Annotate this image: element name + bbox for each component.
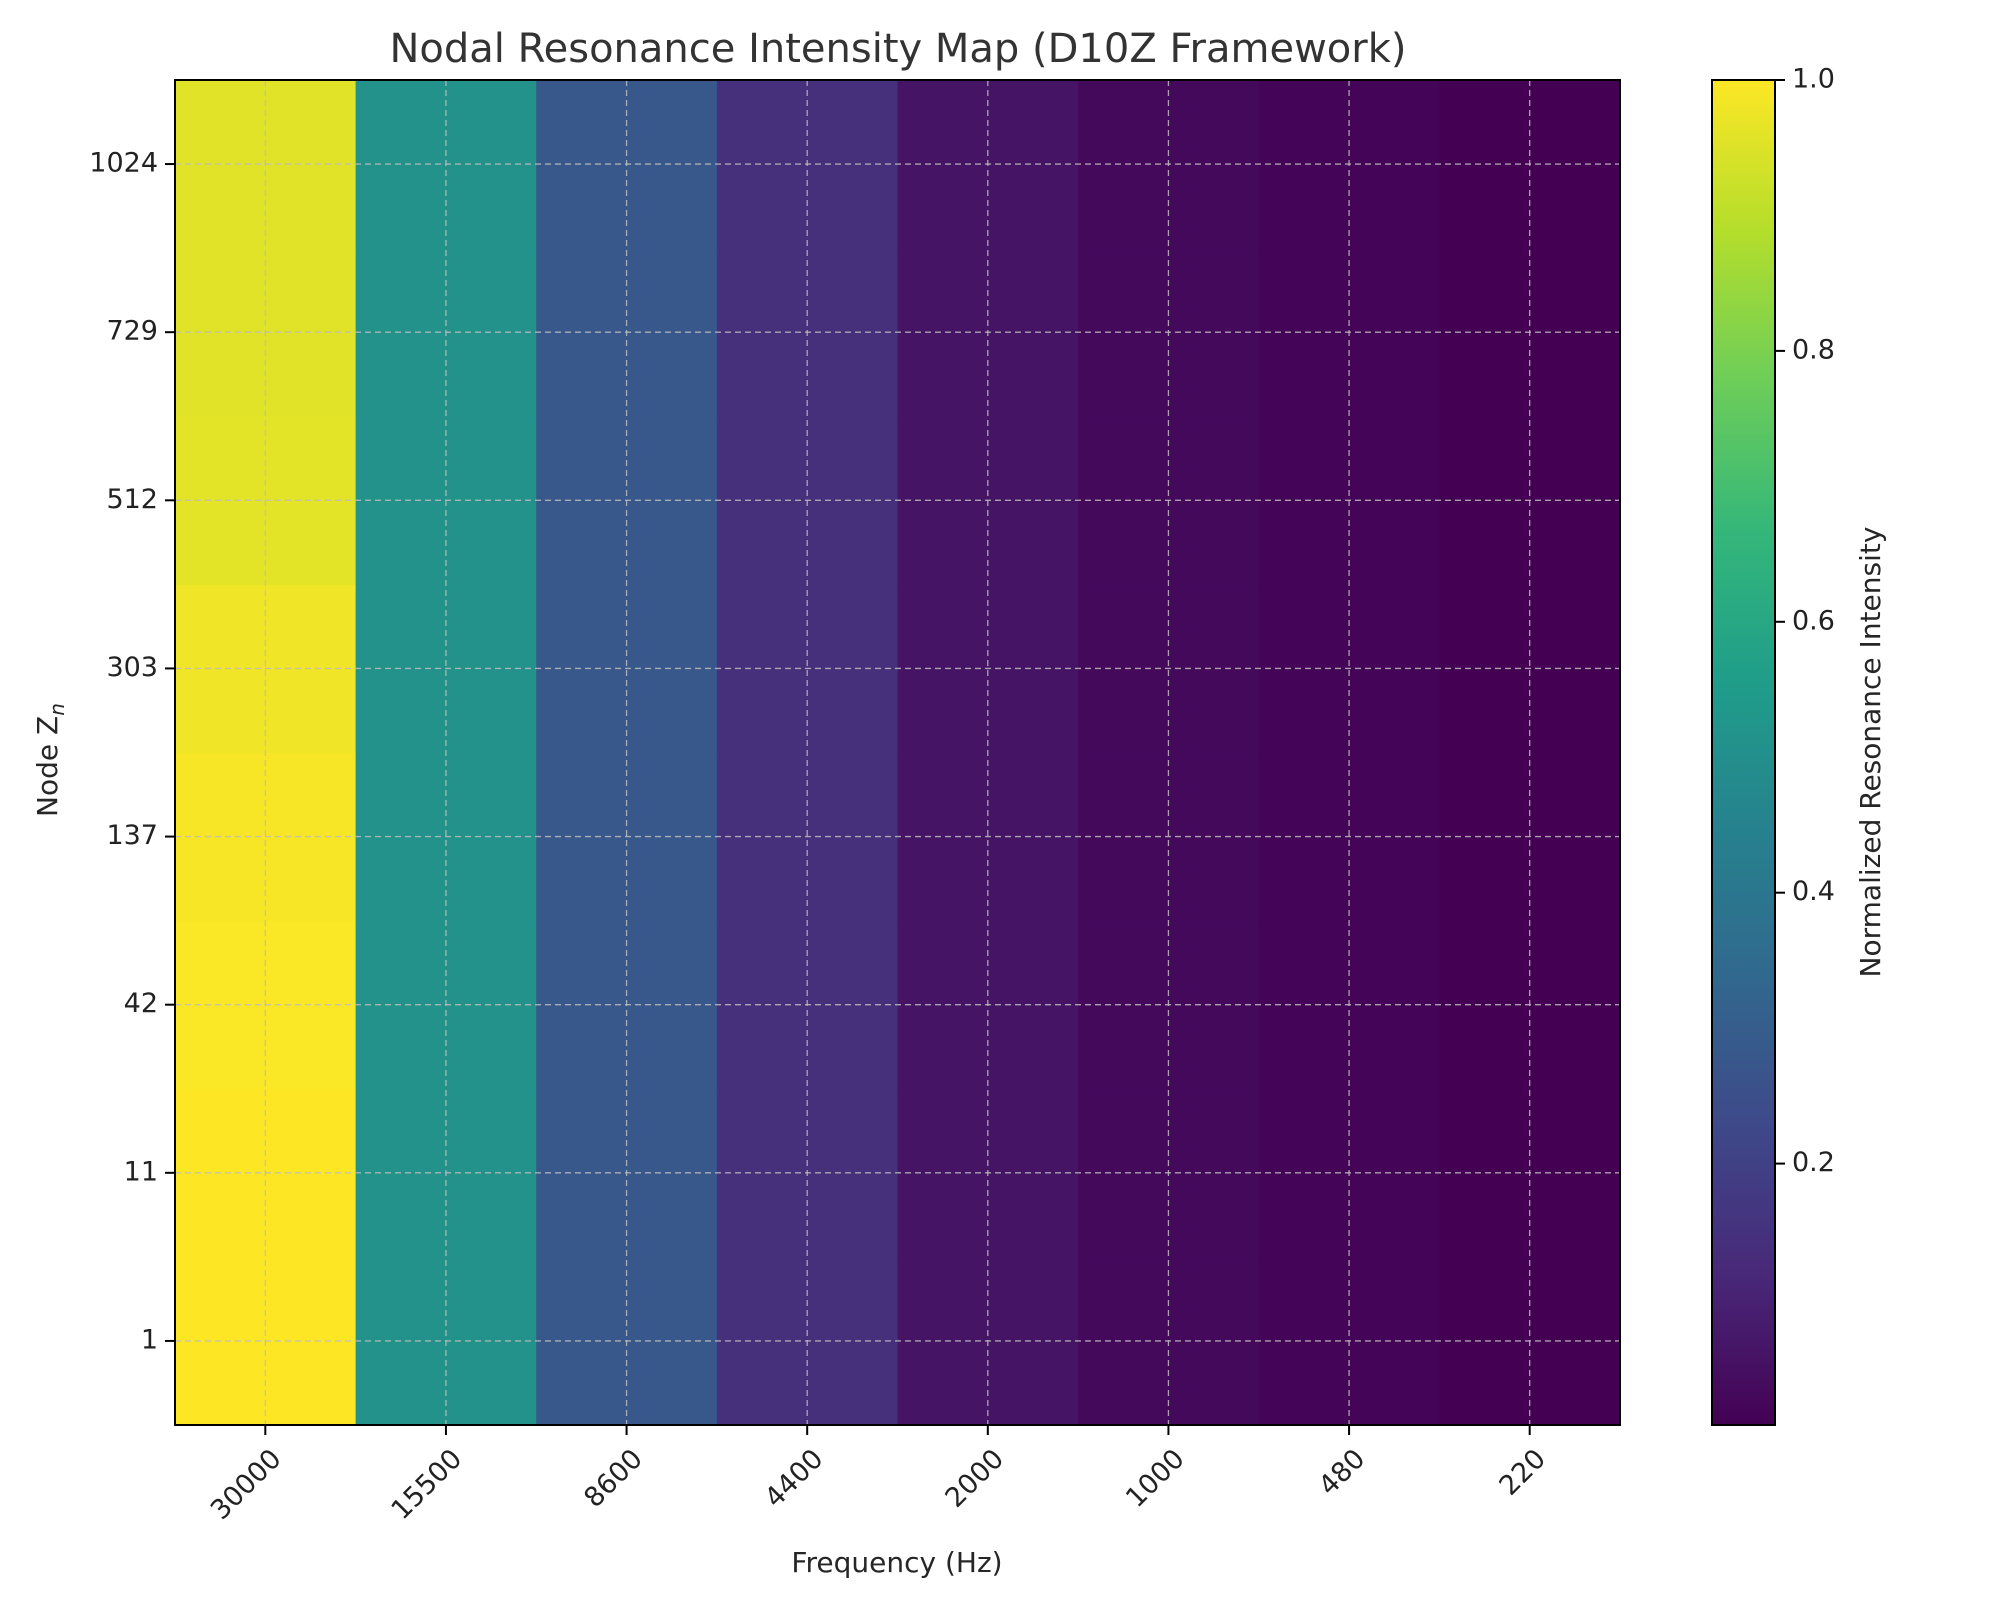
- y-axis-label: Node Zn: [31, 703, 69, 817]
- colorbar-tick-label: 0.2: [1792, 1147, 1835, 1178]
- x-tick-label: 15500: [386, 1443, 469, 1526]
- colorbar-tick-label: 0.6: [1792, 605, 1835, 636]
- y-tick-label: 11: [124, 1156, 158, 1187]
- x-axis-ticks: 30000 15500 8600 4400 2000 1000 480 220: [205, 1425, 1552, 1526]
- plot-frame: [174, 79, 1621, 1426]
- colorbar: [1711, 79, 1776, 1426]
- colorbar-ticks: 0.2 0.4 0.6 0.8 1.0: [1775, 64, 1835, 1178]
- grid-lines: [175, 80, 1620, 1425]
- y-tick-label: 137: [106, 820, 158, 851]
- y-tick-label: 303: [106, 652, 158, 683]
- y-axis-label-subscript: n: [45, 703, 69, 716]
- colorbar-label: Normalized Resonance Intensity: [1854, 527, 1887, 978]
- y-tick-label: 729: [106, 316, 158, 347]
- y-tick-label: 512: [106, 484, 158, 515]
- x-tick-label: 1000: [1120, 1443, 1191, 1514]
- x-axis-label: Frequency (Hz): [791, 1546, 1002, 1579]
- colorbar-tick-label: 1.0: [1792, 64, 1835, 95]
- x-tick-label: 2000: [940, 1443, 1011, 1514]
- y-tick-label: 42: [124, 988, 158, 1019]
- x-tick-label: 8600: [578, 1443, 649, 1514]
- chart-title: Nodal Resonance Intensity Map (D10Z Fram…: [390, 26, 1407, 72]
- y-tick-label: 1: [141, 1324, 158, 1355]
- y-axis-label-text: Node Z: [31, 716, 64, 817]
- x-tick-label: 30000: [205, 1443, 288, 1526]
- heatmap-cells: [175, 80, 1621, 1426]
- x-tick-label: 480: [1313, 1443, 1371, 1501]
- colorbar-tick-label: 0.4: [1792, 876, 1835, 907]
- y-tick-label: 1024: [89, 148, 158, 179]
- x-tick-label: 4400: [759, 1443, 830, 1514]
- x-tick-label: 220: [1494, 1443, 1552, 1501]
- colorbar-tick-label: 0.8: [1792, 334, 1835, 365]
